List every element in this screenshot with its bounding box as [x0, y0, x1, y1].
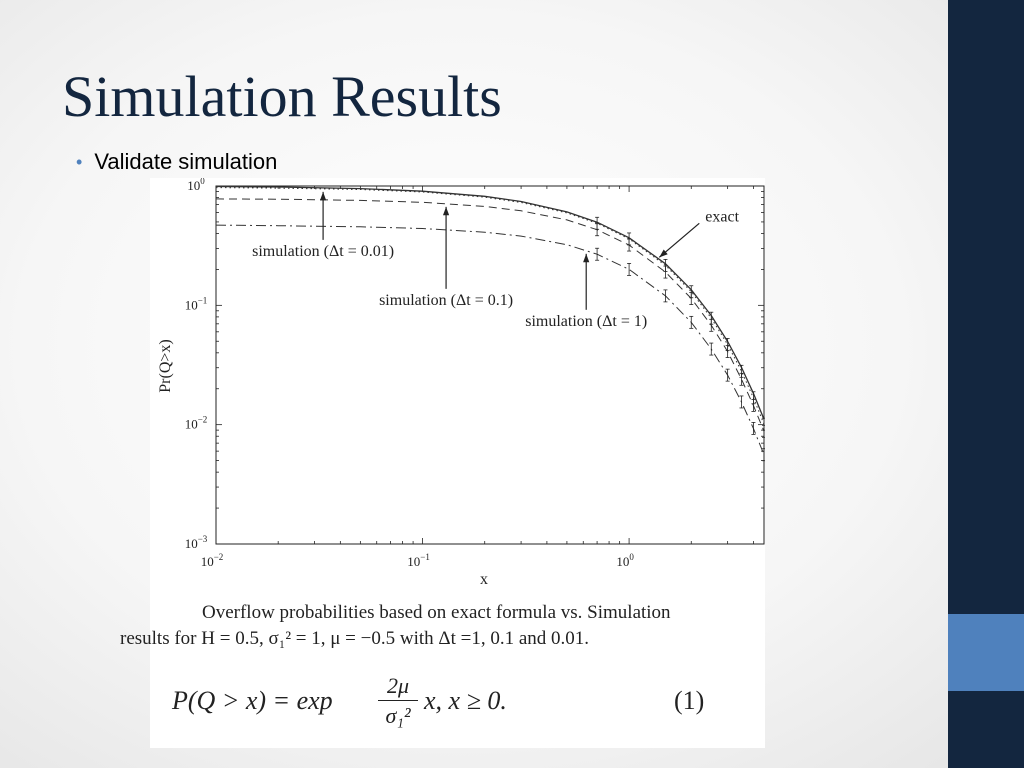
- equation-lhs: P(Q > x) = exp: [172, 686, 333, 715]
- annotation-arrowhead: [320, 191, 327, 201]
- bullet-dot-icon: •: [76, 151, 83, 172]
- equation: P(Q > x) = exp 2μ σ₁² x, x ≥ 0. (1): [172, 672, 732, 742]
- figure-panel: exact simulation (Δt = 0.01) simulation (Δ…: [150, 178, 765, 748]
- bullet-item: • Validate simulation: [76, 146, 277, 178]
- equation-denominator: σ₁²: [385, 703, 411, 728]
- chart: exact simulation (Δt = 0.01) simulation (Δ…: [157, 178, 765, 588]
- annotation-arrowhead: [442, 206, 450, 216]
- annotation-arrowhead: [583, 253, 590, 263]
- y-axis-label: Pr(Q>x): [157, 339, 174, 392]
- equation-numerator: 2μ: [378, 672, 418, 701]
- annotation-label: simulation (Δt = 1): [525, 313, 647, 330]
- x-axis-label: x: [480, 571, 488, 588]
- series-line: [215, 187, 765, 425]
- series-line: [215, 198, 765, 432]
- x-tick-label: 10−1: [407, 552, 430, 569]
- annotation-label: exact: [705, 208, 739, 225]
- plot-frame: [215, 185, 765, 545]
- caption-line-2: results for H = 0.5, σ₁² = 1, μ = −0.5 w…: [120, 628, 590, 649]
- series-line: [215, 185, 765, 420]
- x-tick-label: 100: [616, 552, 634, 569]
- equation-rhs: x, x ≥ 0.: [424, 686, 507, 715]
- caption-line-1: Overflow probabilities based on exact fo…: [202, 602, 671, 623]
- y-tick-label: 10−3: [185, 534, 208, 551]
- series-line: [215, 224, 765, 455]
- x-tick-label: 10−2: [201, 552, 224, 569]
- y-tick-label: 10−2: [185, 415, 208, 432]
- annotation-arrowhead: [659, 249, 668, 258]
- annotation-label: simulation (Δt = 0.01): [252, 243, 394, 260]
- slide-title: Simulation Results: [62, 64, 502, 129]
- equation-number: (1): [674, 686, 705, 715]
- equation-fraction: 2μ σ₁²: [378, 672, 418, 731]
- y-tick-label: 10−1: [185, 295, 208, 312]
- annotation-label: simulation (Δt = 0.1): [379, 292, 513, 309]
- figure-caption: Overflow probabilities based on exact fo…: [120, 600, 780, 652]
- sidebar-accent-block: [948, 614, 1024, 691]
- y-tick-label: 100: [187, 178, 205, 193]
- bullet-text: Validate simulation: [94, 149, 278, 174]
- annotation-arrow: [658, 222, 700, 258]
